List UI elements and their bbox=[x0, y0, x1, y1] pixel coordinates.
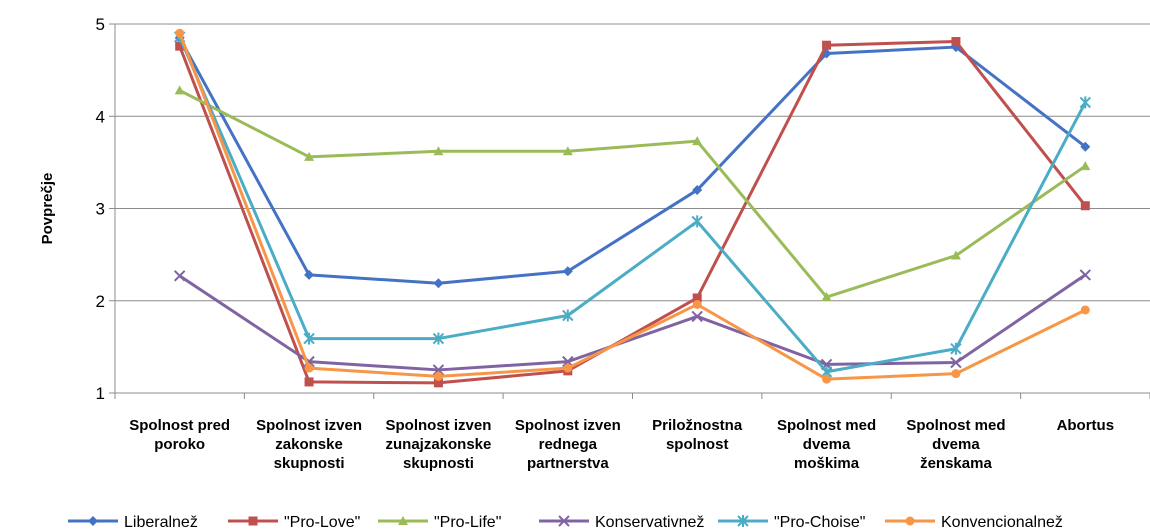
data-point bbox=[562, 146, 573, 156]
series-line bbox=[178, 40, 1087, 385]
series-5 bbox=[175, 28, 1090, 384]
data-point bbox=[692, 185, 703, 196]
x-category-label: Spolnost med dvema moškima bbox=[777, 417, 876, 472]
data-point bbox=[563, 363, 573, 373]
x-category-labels: Spolnost pred poroko Spolnost izven zakonsk… bbox=[129, 417, 1114, 472]
data-point bbox=[950, 250, 961, 260]
data-point bbox=[951, 37, 961, 47]
x-category-label: Spolnost pred poroko bbox=[129, 417, 230, 453]
data-point bbox=[433, 278, 444, 289]
data-point bbox=[950, 356, 962, 369]
data-point bbox=[951, 369, 961, 379]
series-line bbox=[178, 37, 1087, 285]
data-point bbox=[304, 269, 315, 280]
y-tick-label: 3 bbox=[96, 200, 105, 219]
data-point bbox=[691, 310, 703, 323]
data-point bbox=[1080, 305, 1090, 315]
legend-label: Konservativnež bbox=[595, 514, 704, 531]
legend-label: Konvencionalnež bbox=[941, 514, 1063, 531]
series-3 bbox=[173, 269, 1092, 376]
legend-marker bbox=[558, 515, 570, 527]
data-point bbox=[432, 364, 445, 376]
data-point bbox=[304, 377, 314, 387]
data-point bbox=[822, 374, 832, 384]
legend-label: "Pro-Life" bbox=[434, 514, 501, 531]
gridlines bbox=[115, 23, 1150, 302]
data-point bbox=[562, 266, 573, 277]
data-point bbox=[175, 28, 185, 38]
data-point bbox=[1079, 269, 1092, 281]
y-tick-label: 5 bbox=[96, 15, 105, 34]
series-line bbox=[178, 36, 1087, 374]
x-category-label: Spolnost izven rednega partnerstva bbox=[515, 417, 621, 472]
x-category-label: Spolnost izven zakonske skupnosti bbox=[256, 417, 362, 472]
legend-item: Konvencionalnež bbox=[885, 514, 1063, 531]
data-point bbox=[822, 40, 832, 50]
data-point bbox=[821, 292, 832, 302]
legend-label: "Pro-Choise" bbox=[774, 514, 865, 531]
series-line bbox=[178, 32, 1086, 381]
series-lines bbox=[173, 28, 1092, 388]
legend: Liberalnež "Pro-Love" "Pro-Life" Konservati… bbox=[68, 514, 1063, 531]
x-category-label: Spolnost med dvema ženskama bbox=[906, 417, 1005, 472]
data-point bbox=[433, 371, 443, 381]
data-point bbox=[433, 146, 444, 156]
data-point bbox=[174, 85, 185, 95]
legend-marker bbox=[737, 515, 749, 527]
data-point bbox=[1079, 96, 1092, 109]
legend-item: "Pro-Choise" bbox=[718, 514, 865, 531]
data-point bbox=[175, 41, 185, 51]
legend-label: Liberalnež bbox=[124, 514, 198, 531]
y-tick-labels: 1 2 3 4 5 bbox=[96, 15, 105, 403]
data-point bbox=[304, 363, 314, 373]
data-point bbox=[432, 332, 445, 345]
data-point bbox=[692, 299, 702, 309]
y-tick-label: 1 bbox=[96, 384, 105, 403]
y-tick-label: 4 bbox=[96, 107, 105, 126]
legend-marker bbox=[88, 516, 98, 526]
legend-marker bbox=[248, 516, 258, 526]
data-point bbox=[692, 293, 702, 303]
data-point bbox=[562, 309, 574, 322]
legend-item: Konservativnež bbox=[539, 514, 704, 531]
series-line bbox=[179, 89, 1087, 299]
axes bbox=[109, 23, 1150, 399]
data-point bbox=[304, 151, 315, 161]
data-point bbox=[691, 215, 703, 228]
series-line bbox=[178, 273, 1087, 372]
legend-item: "Pro-Life" bbox=[378, 514, 501, 531]
series-2 bbox=[174, 85, 1091, 302]
data-point bbox=[692, 136, 703, 146]
x-category-label: Spolnost izven zunajzakonske skupnosti bbox=[386, 417, 492, 472]
data-point bbox=[1080, 141, 1091, 152]
legend-item: Liberalnež bbox=[68, 514, 198, 531]
x-category-label: Priložnostna spolnost bbox=[652, 417, 743, 453]
legend-marker bbox=[905, 516, 915, 526]
x-category-label: Abortus bbox=[1057, 417, 1115, 434]
legend-marker bbox=[398, 516, 408, 525]
series-4 bbox=[173, 30, 1092, 378]
data-point bbox=[433, 378, 443, 388]
legend-label: "Pro-Love" bbox=[284, 514, 360, 531]
data-point bbox=[950, 342, 962, 355]
data-point bbox=[303, 332, 315, 345]
data-point bbox=[173, 270, 186, 282]
y-axis-title: Povprečje bbox=[39, 173, 56, 245]
data-point bbox=[1080, 201, 1090, 211]
data-point bbox=[1080, 161, 1091, 171]
legend-item: "Pro-Love" bbox=[228, 514, 360, 531]
y-tick-label: 2 bbox=[96, 292, 105, 311]
